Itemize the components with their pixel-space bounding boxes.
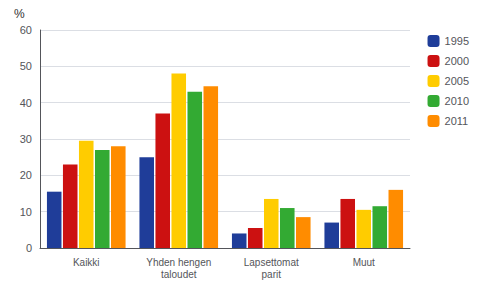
svg-text:Yhden hengen: Yhden hengen xyxy=(146,257,211,268)
svg-text:2005: 2005 xyxy=(445,75,469,87)
svg-text:Kaikki: Kaikki xyxy=(73,257,100,268)
svg-text:Lapsettomat: Lapsettomat xyxy=(244,257,299,268)
svg-text:2011: 2011 xyxy=(445,115,469,127)
svg-text:0: 0 xyxy=(26,242,32,254)
svg-text:20: 20 xyxy=(20,169,32,181)
svg-text:parit: parit xyxy=(262,269,282,280)
svg-text:60: 60 xyxy=(20,24,32,36)
svg-text:10: 10 xyxy=(20,206,32,218)
svg-text:40: 40 xyxy=(20,97,32,109)
svg-text:2000: 2000 xyxy=(445,55,469,67)
svg-text:%: % xyxy=(14,7,25,21)
svg-text:1995: 1995 xyxy=(445,35,469,47)
svg-text:taloudet: taloudet xyxy=(161,269,197,280)
svg-text:30: 30 xyxy=(20,133,32,145)
svg-text:2010: 2010 xyxy=(445,95,469,107)
svg-text:Muut: Muut xyxy=(353,257,375,268)
svg-text:50: 50 xyxy=(20,60,32,72)
